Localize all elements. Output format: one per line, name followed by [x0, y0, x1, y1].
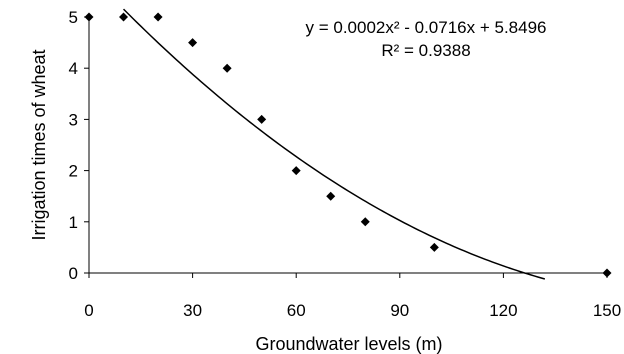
- x-tick-labels: 0 30 60 90 120 150: [84, 301, 621, 320]
- r-squared-label: R² = 0.9388: [381, 41, 470, 60]
- data-point-marker: [222, 63, 232, 73]
- trendline-curve: [123, 8, 546, 280]
- axes: [84, 16, 608, 278]
- x-tick-label: 60: [287, 301, 306, 320]
- y-tick-label: 4: [69, 59, 78, 78]
- data-point-marker: [291, 166, 301, 176]
- x-axis-title: Groundwater levels (m): [255, 334, 442, 354]
- trendline-equation: y = 0.0002x² - 0.0716x + 5.8496: [305, 18, 546, 37]
- x-tick-label: 120: [489, 301, 517, 320]
- x-tick-label: 90: [390, 301, 409, 320]
- y-axis-title: Irrigation times of wheat: [29, 49, 49, 240]
- data-point-marker: [326, 191, 336, 201]
- data-point-marker: [602, 268, 612, 278]
- y-tick-label: 3: [69, 110, 78, 129]
- y-tick-label: 2: [69, 162, 78, 181]
- data-point-marker: [153, 12, 163, 22]
- data-point-marker: [429, 242, 439, 252]
- y-tick-label: 5: [69, 8, 78, 27]
- x-tick-label: 30: [183, 301, 202, 320]
- data-point-marker: [119, 12, 129, 22]
- data-point-marker: [188, 38, 198, 48]
- x-tick-label: 0: [84, 301, 93, 320]
- y-tick-label: 0: [69, 264, 78, 283]
- trendline-group: [123, 8, 546, 280]
- data-point-marker: [257, 114, 267, 124]
- x-tick-label: 150: [593, 301, 621, 320]
- data-points: [84, 12, 612, 278]
- data-point-marker: [360, 217, 370, 227]
- y-tick-label: 1: [69, 213, 78, 232]
- y-tick-labels: 0 1 2 3 4 5: [69, 8, 78, 283]
- data-point-marker: [84, 12, 94, 22]
